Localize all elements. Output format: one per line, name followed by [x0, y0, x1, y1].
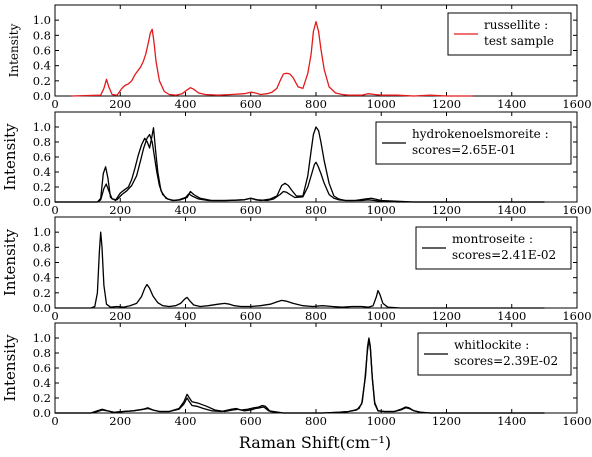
- spectrum-panel: 0 200 400 600 800 1000 1200 1400 16000.00.20.40.…: [1, 111, 592, 217]
- x-tick-label: 1200: [432, 203, 461, 217]
- x-tick-label: 1600: [562, 414, 591, 428]
- x-tick-label: 1000: [367, 203, 396, 217]
- x-tick-label: 400: [175, 414, 197, 428]
- legend-label: russellite :: [484, 18, 548, 32]
- y-tick-label: 0.0: [33, 195, 51, 209]
- legend-box: [375, 121, 572, 165]
- x-tick-label: 1600: [562, 309, 591, 323]
- y-tick-label: 0.8: [33, 135, 51, 149]
- y-tick-label: 0.8: [33, 28, 51, 42]
- x-tick-label: 1000: [367, 97, 396, 111]
- x-tick-label: 800: [305, 309, 327, 323]
- spectrum-panel: 0 200 400 600 800 1000 1200 1400 16000.00.20.40.…: [7, 4, 592, 111]
- x-tick-label: 1400: [497, 97, 526, 111]
- y-tick-label: 0.4: [33, 271, 51, 285]
- y-tick-label: 0.0: [33, 406, 51, 420]
- y-tick-label: 0.6: [33, 361, 51, 375]
- x-tick-label: 1600: [562, 203, 591, 217]
- series-line: [55, 337, 545, 414]
- x-tick-label: 0: [51, 414, 58, 428]
- x-tick-label: 0: [51, 203, 58, 217]
- legend-label: whitlockite :: [454, 338, 529, 352]
- x-tick-label: 1400: [497, 309, 526, 323]
- x-axis-label: Raman Shift(cm⁻¹): [239, 433, 391, 452]
- x-tick-label: 800: [305, 414, 327, 428]
- series-line: [71, 21, 473, 97]
- legend: hydrokenoelsmoreite : scores=2.65E-01: [375, 121, 572, 165]
- y-tick-label: 0.6: [33, 150, 51, 164]
- legend-label: scores=2.39E-02: [454, 354, 558, 368]
- y-axis-label: Intensity: [1, 228, 19, 296]
- x-tick-label: 600: [240, 203, 262, 217]
- legend-label: scores=2.41E-02: [452, 248, 556, 262]
- legend: russellite : test sample: [447, 12, 572, 56]
- y-tick-label: 0.2: [33, 391, 51, 405]
- y-tick-label: 0.2: [33, 74, 51, 88]
- legend-label: montroseite :: [452, 232, 533, 246]
- legend-label: hydrokenoelsmoreite :: [412, 127, 549, 141]
- x-tick-label: 800: [305, 203, 327, 217]
- x-tick-label: 200: [109, 203, 131, 217]
- x-tick-label: 400: [175, 97, 197, 111]
- y-tick-label: 1.0: [33, 13, 51, 27]
- x-tick-label: 600: [240, 97, 262, 111]
- y-tick-label: 0.2: [33, 286, 51, 300]
- x-tick-label: 1200: [432, 97, 461, 111]
- y-tick-label: 0.8: [33, 346, 51, 360]
- y-axis-label: Intensity: [1, 334, 19, 402]
- x-tick-label: 1400: [497, 203, 526, 217]
- x-tick-label: 200: [109, 309, 131, 323]
- y-tick-label: 0.4: [33, 59, 51, 73]
- spectrum-panel: 0 200 400 600 800 1000 1200 1400 16000.00.20.40.…: [1, 216, 592, 323]
- x-tick-label: 1200: [432, 414, 461, 428]
- x-tick-label: 0: [51, 309, 58, 323]
- x-tick-label: 400: [175, 309, 197, 323]
- legend: whitlockite : scores=2.39E-02: [417, 332, 572, 376]
- y-tick-label: 0.6: [33, 44, 51, 58]
- x-tick-label: 1200: [432, 309, 461, 323]
- x-tick-label: 400: [175, 203, 197, 217]
- y-tick-label: 0.0: [33, 301, 51, 315]
- series-line: [55, 231, 545, 309]
- legend-label: scores=2.65E-01: [412, 143, 516, 157]
- series-line: [55, 133, 545, 203]
- y-tick-label: 0.0: [33, 89, 51, 103]
- y-tick-label: 0.4: [33, 376, 51, 390]
- x-tick-label: 200: [109, 97, 131, 111]
- y-tick-label: 1.0: [33, 225, 51, 239]
- x-tick-label: 600: [240, 414, 262, 428]
- y-axis-label: Intensity: [7, 23, 21, 77]
- y-tick-label: 0.8: [33, 240, 51, 254]
- x-tick-label: 1600: [562, 97, 591, 111]
- x-tick-label: 600: [240, 309, 262, 323]
- y-tick-label: 1.0: [33, 120, 51, 134]
- x-tick-label: 800: [305, 97, 327, 111]
- x-tick-label: 1000: [367, 414, 396, 428]
- x-tick-label: 200: [109, 414, 131, 428]
- y-tick-label: 0.2: [33, 180, 51, 194]
- spectrum-panel: 0 200 400 600 800 1000 1200 1400 16000.00.20.40.…: [1, 322, 592, 428]
- legend: montroseite : scores=2.41E-02: [415, 226, 572, 270]
- y-tick-label: 1.0: [33, 331, 51, 345]
- y-axis-label: Intensity: [1, 123, 19, 191]
- y-tick-label: 0.4: [33, 165, 51, 179]
- x-tick-label: 1000: [367, 309, 396, 323]
- x-tick-label: 1400: [497, 414, 526, 428]
- x-tick-label: 0: [51, 97, 58, 111]
- y-tick-label: 0.6: [33, 256, 51, 270]
- legend-label: test sample: [484, 34, 554, 48]
